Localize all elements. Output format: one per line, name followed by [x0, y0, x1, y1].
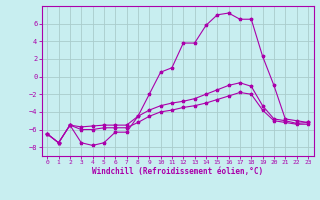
X-axis label: Windchill (Refroidissement éolien,°C): Windchill (Refroidissement éolien,°C)	[92, 167, 263, 176]
